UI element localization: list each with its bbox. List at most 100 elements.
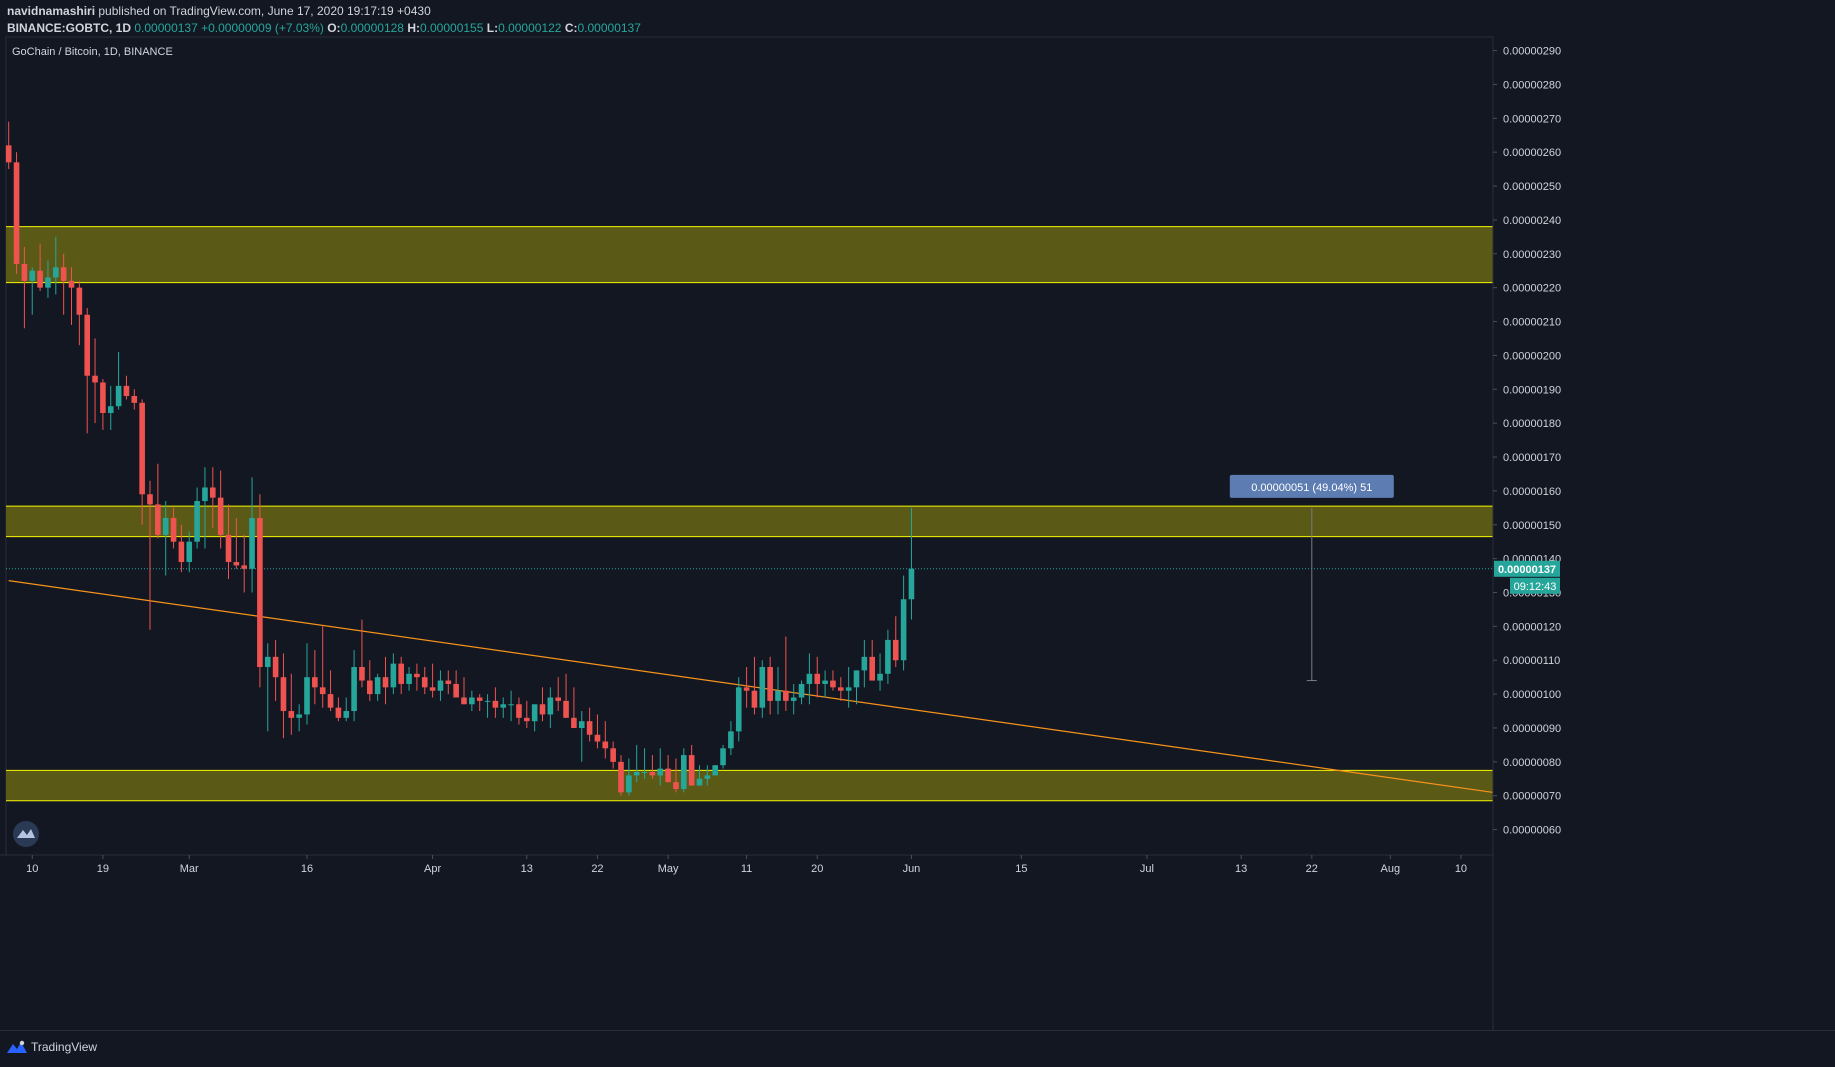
candle-up	[107, 406, 114, 413]
candle-up	[704, 775, 711, 779]
candle-up	[374, 677, 381, 695]
price-tick-label: 0.00000060	[1503, 825, 1561, 837]
candle-up	[469, 697, 475, 705]
time-tick-label: 20	[811, 863, 823, 875]
candle-down	[610, 748, 616, 762]
candle-up	[508, 704, 514, 706]
price-tick-label: 0.00000110	[1503, 655, 1560, 667]
candle-down	[445, 680, 452, 684]
price-tick-label: 0.00000170	[1503, 452, 1561, 464]
candle-down	[618, 761, 624, 793]
candle-down	[68, 280, 75, 288]
candle-up	[877, 673, 883, 681]
candle-down	[217, 497, 224, 535]
time-tick-label: Mar	[180, 863, 199, 875]
candle-down	[210, 487, 216, 498]
candle-up	[712, 765, 718, 776]
candle-down	[319, 687, 326, 695]
price-tick-label: 0.00000260	[1503, 147, 1561, 159]
candle-down	[814, 673, 821, 684]
candle-up	[484, 700, 491, 702]
candle-up	[296, 714, 302, 718]
time-tick-label: 10	[1455, 863, 1467, 875]
candle-down	[869, 656, 875, 681]
time-tick-label: 11	[741, 863, 752, 875]
candle-down	[751, 690, 758, 708]
candle-up	[626, 775, 632, 793]
time-tick-label: May	[658, 863, 679, 875]
publish-text: published on TradingView.com, June 17, 2…	[98, 4, 431, 18]
time-tick-label: Jun	[903, 863, 921, 875]
candle-down	[586, 721, 593, 735]
candle-up	[249, 517, 255, 569]
candle-up	[390, 663, 397, 688]
candle-up	[681, 755, 687, 789]
price-tick-label: 0.00000250	[1503, 181, 1561, 193]
candle-down	[688, 755, 695, 786]
candle-down	[367, 680, 373, 695]
tradingview-logo-icon	[7, 1040, 27, 1053]
candle-down	[665, 768, 671, 783]
candle-down	[830, 680, 836, 688]
price-tick-label: 0.00000070	[1503, 791, 1561, 803]
symbol-ohlc-line: BINANCE:GOBTC, 1D 0.00000137 +0.00000009…	[7, 21, 641, 35]
tradingview-brand[interactable]: TradingView	[7, 1040, 97, 1054]
candle-down	[539, 704, 546, 715]
time-tick-label: Aug	[1381, 863, 1401, 875]
author-name[interactable]: navidnamashiri	[7, 4, 96, 18]
candle-down	[563, 700, 569, 718]
candle-down	[312, 677, 318, 688]
candle-up	[775, 690, 781, 701]
candle-down	[892, 639, 899, 661]
price-tick-label: 0.00000220	[1503, 283, 1561, 295]
candle-up	[790, 697, 797, 701]
candle-down	[92, 375, 98, 383]
price-tick-label: 0.00000290	[1503, 46, 1561, 58]
price-tick-label: 0.00000120	[1503, 621, 1561, 633]
symbol-label: BINANCE:GOBTC, 1D	[7, 21, 132, 35]
candle-down	[594, 734, 601, 742]
candle-down	[170, 517, 177, 542]
price-tick-label: 0.00000090	[1503, 723, 1561, 735]
candle-up	[806, 673, 813, 684]
last-price-badge-label: 0.00000137	[1498, 564, 1556, 576]
candle-up	[696, 778, 703, 786]
candle-down	[139, 402, 145, 495]
price-chart[interactable]: GoChain / Bitcoin, 1D, BINANCE 0.00000051…	[0, 0, 1835, 1030]
candle-up	[547, 697, 554, 715]
time-tick-label: 15	[1015, 863, 1027, 875]
close-value: 0.00000137	[134, 21, 198, 35]
open-label: O:	[327, 21, 341, 35]
zone-fill-1	[6, 226, 1493, 283]
price-tick-label: 0.00000150	[1503, 520, 1561, 532]
close-ohlc-value: 0.00000137	[577, 21, 641, 35]
price-tick-label: 0.00000160	[1503, 486, 1561, 498]
candle-down	[516, 704, 522, 718]
candle-up	[115, 385, 122, 407]
countdown-badge	[1510, 577, 1560, 594]
candle-down	[429, 687, 436, 691]
candle-up	[633, 772, 640, 776]
candle-down	[178, 541, 185, 563]
candle-down	[225, 534, 232, 563]
candle-up	[845, 687, 852, 691]
price-tick-label: 0.00000230	[1503, 249, 1561, 261]
candle-down	[476, 697, 483, 701]
candle-up	[500, 704, 507, 708]
candle-down	[21, 263, 28, 281]
candle-up	[728, 731, 734, 749]
candle-down	[461, 697, 467, 705]
high-value: 0.00000155	[419, 21, 484, 35]
candle-down	[421, 677, 428, 688]
low-label: L:	[486, 21, 499, 35]
candle-down	[272, 656, 279, 678]
candle-up	[45, 277, 51, 288]
candle-down	[100, 382, 106, 413]
price-tick-label: 0.00000210	[1503, 317, 1561, 329]
open-value: 0.00000128	[340, 21, 404, 35]
close-label: C:	[564, 21, 578, 35]
candle-up	[798, 683, 805, 698]
candle-up	[759, 667, 766, 708]
price-tick-label: 0.00000280	[1503, 79, 1561, 91]
